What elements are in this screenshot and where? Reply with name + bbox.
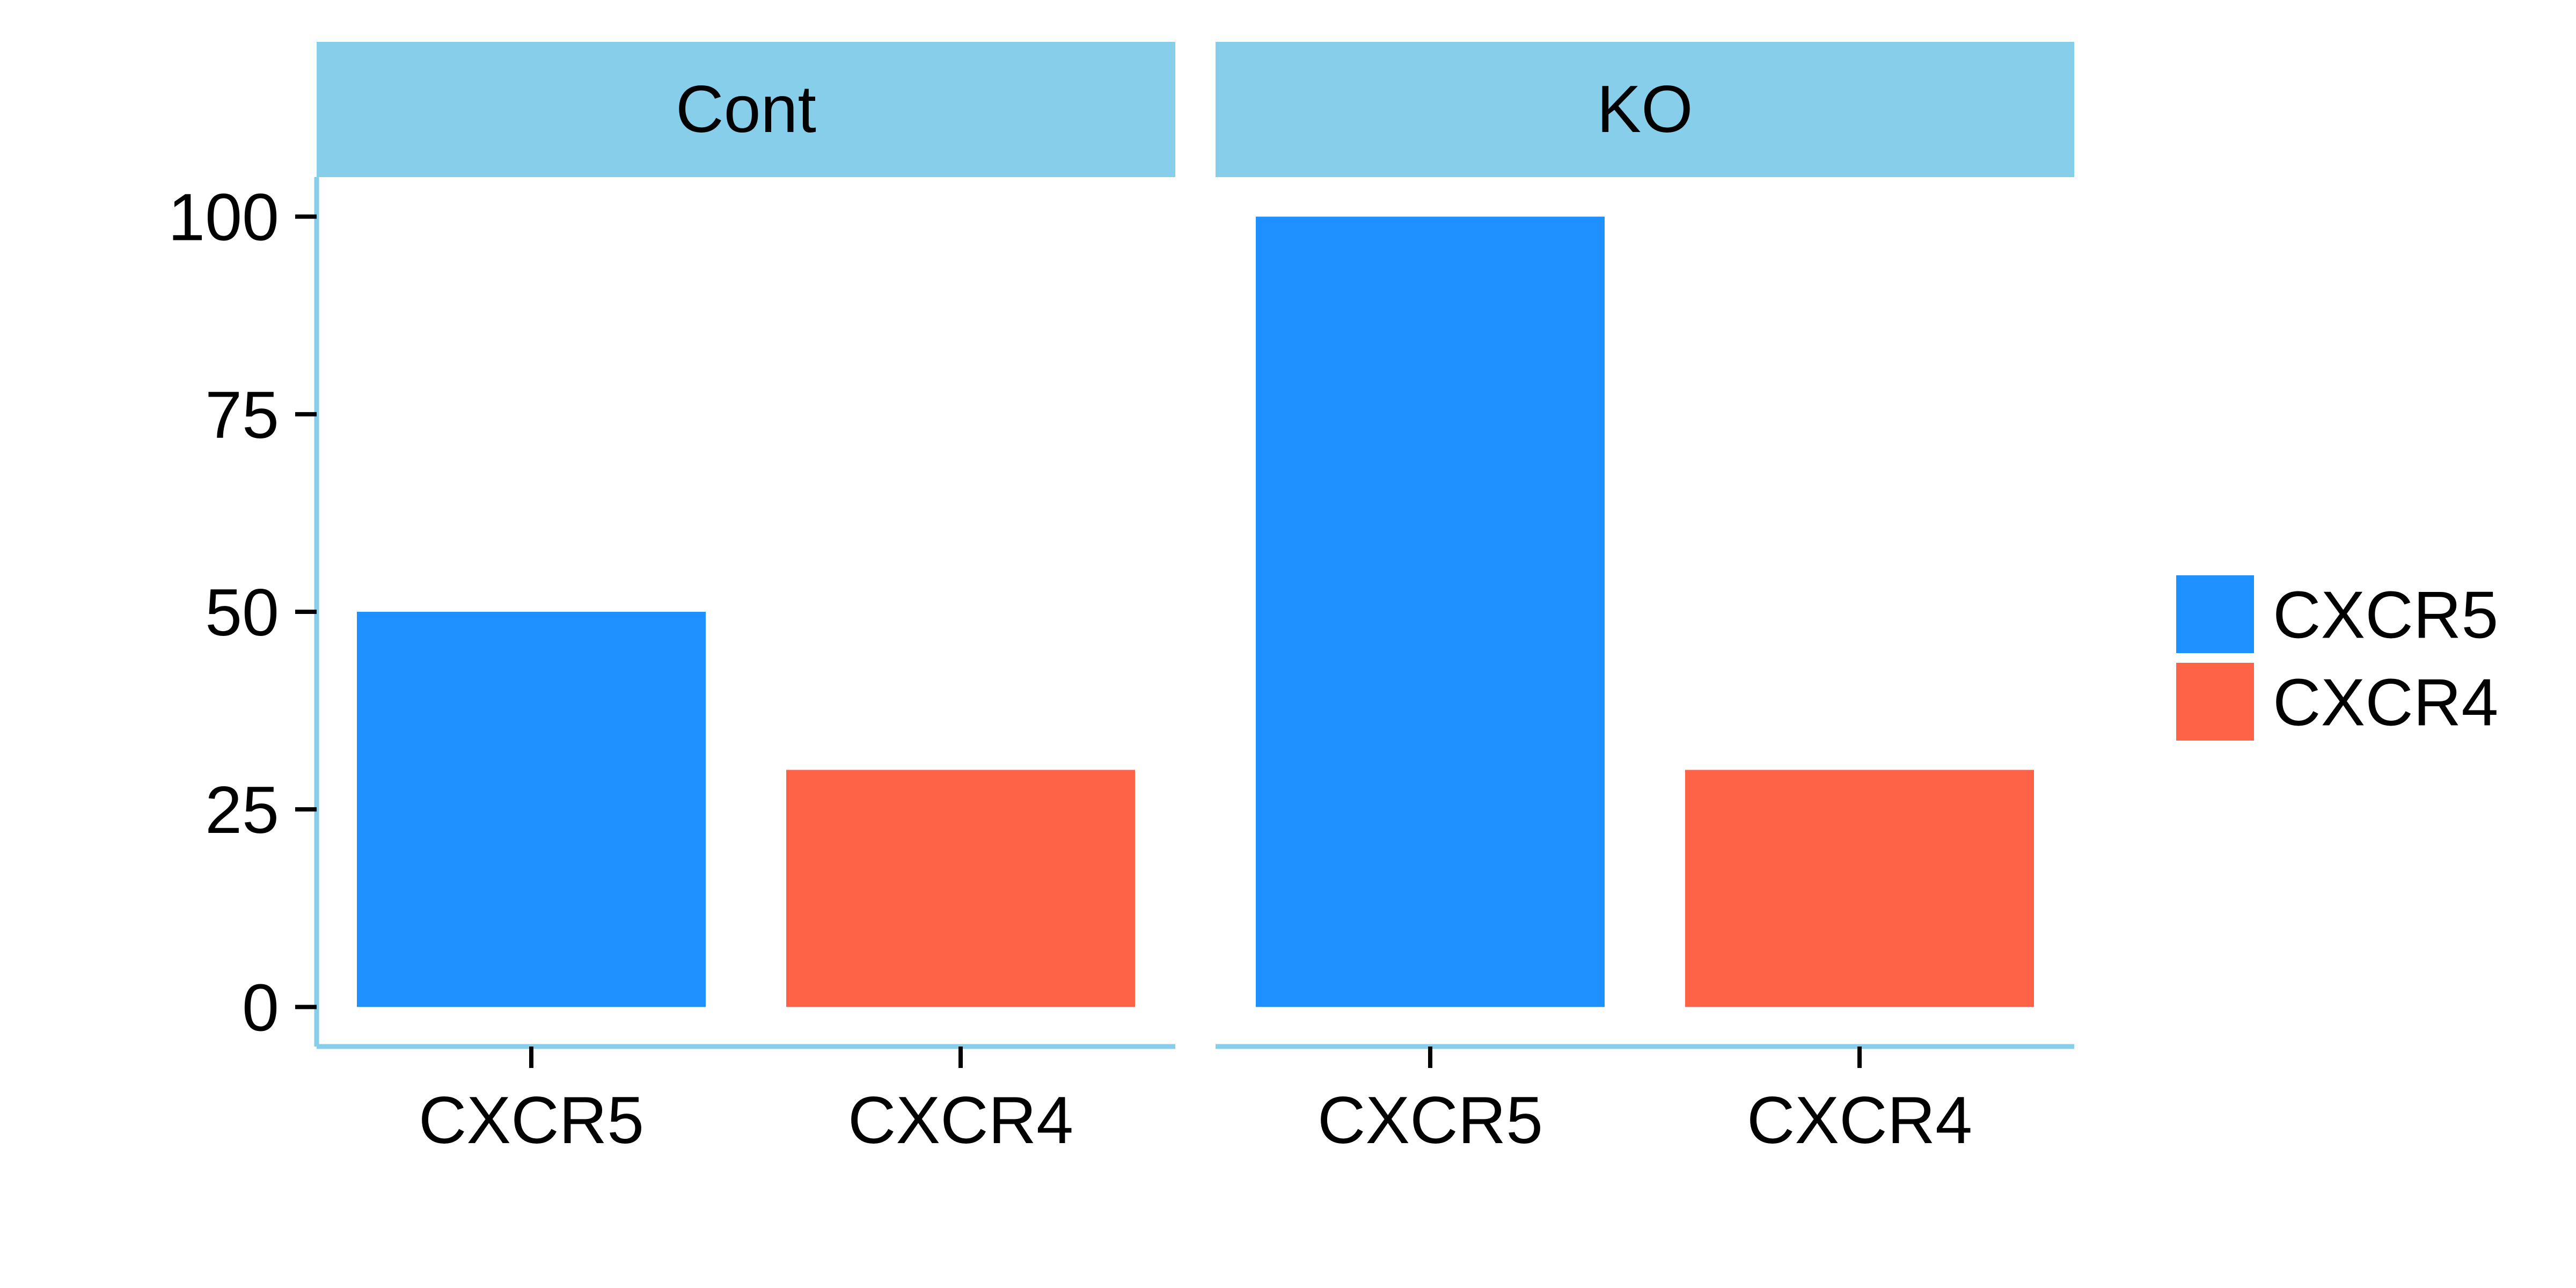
y-tick-label: 100: [168, 181, 279, 255]
bar-cont-cxcr5: [357, 612, 706, 1007]
facet-panel-0: Cont CXCR5 CXCR4: [317, 42, 1175, 1158]
facet-strip: [317, 42, 1175, 177]
x-tick-label: CXCR5: [1318, 1084, 1543, 1158]
x-tick-label: CXCR4: [1747, 1084, 1972, 1158]
bar-ko-cxcr5: [1256, 216, 1605, 1007]
legend-key-cxcr4: [2176, 663, 2254, 741]
x-tick-label: CXCR4: [848, 1084, 1073, 1158]
y-tick-label: 25: [205, 773, 279, 847]
legend-key-cxcr5: [2176, 575, 2254, 653]
legend: CXCR5 CXCR4: [2176, 575, 2498, 741]
facet-strip: [1216, 42, 2074, 177]
facet-strip-label: Cont: [676, 72, 816, 147]
legend-label: CXCR4: [2273, 666, 2498, 740]
bar-cont-cxcr4: [786, 770, 1135, 1007]
y-tick-label: 75: [205, 378, 279, 452]
legend-label: CXCR5: [2273, 579, 2498, 653]
y-tick-label: 50: [205, 576, 279, 650]
x-tick-label: CXCR5: [419, 1084, 644, 1158]
facet-panels: Cont CXCR5 CXCR4 KO CXCR5 CXCR4: [317, 42, 2074, 1158]
y-axis: 0 25 50 75 100: [168, 177, 319, 1046]
y-tick-label: 0: [242, 971, 279, 1045]
bar-ko-cxcr4: [1685, 770, 2034, 1007]
facet-panel-1: KO CXCR5 CXCR4: [1216, 42, 2074, 1158]
facet-strip-label: KO: [1597, 72, 1693, 147]
